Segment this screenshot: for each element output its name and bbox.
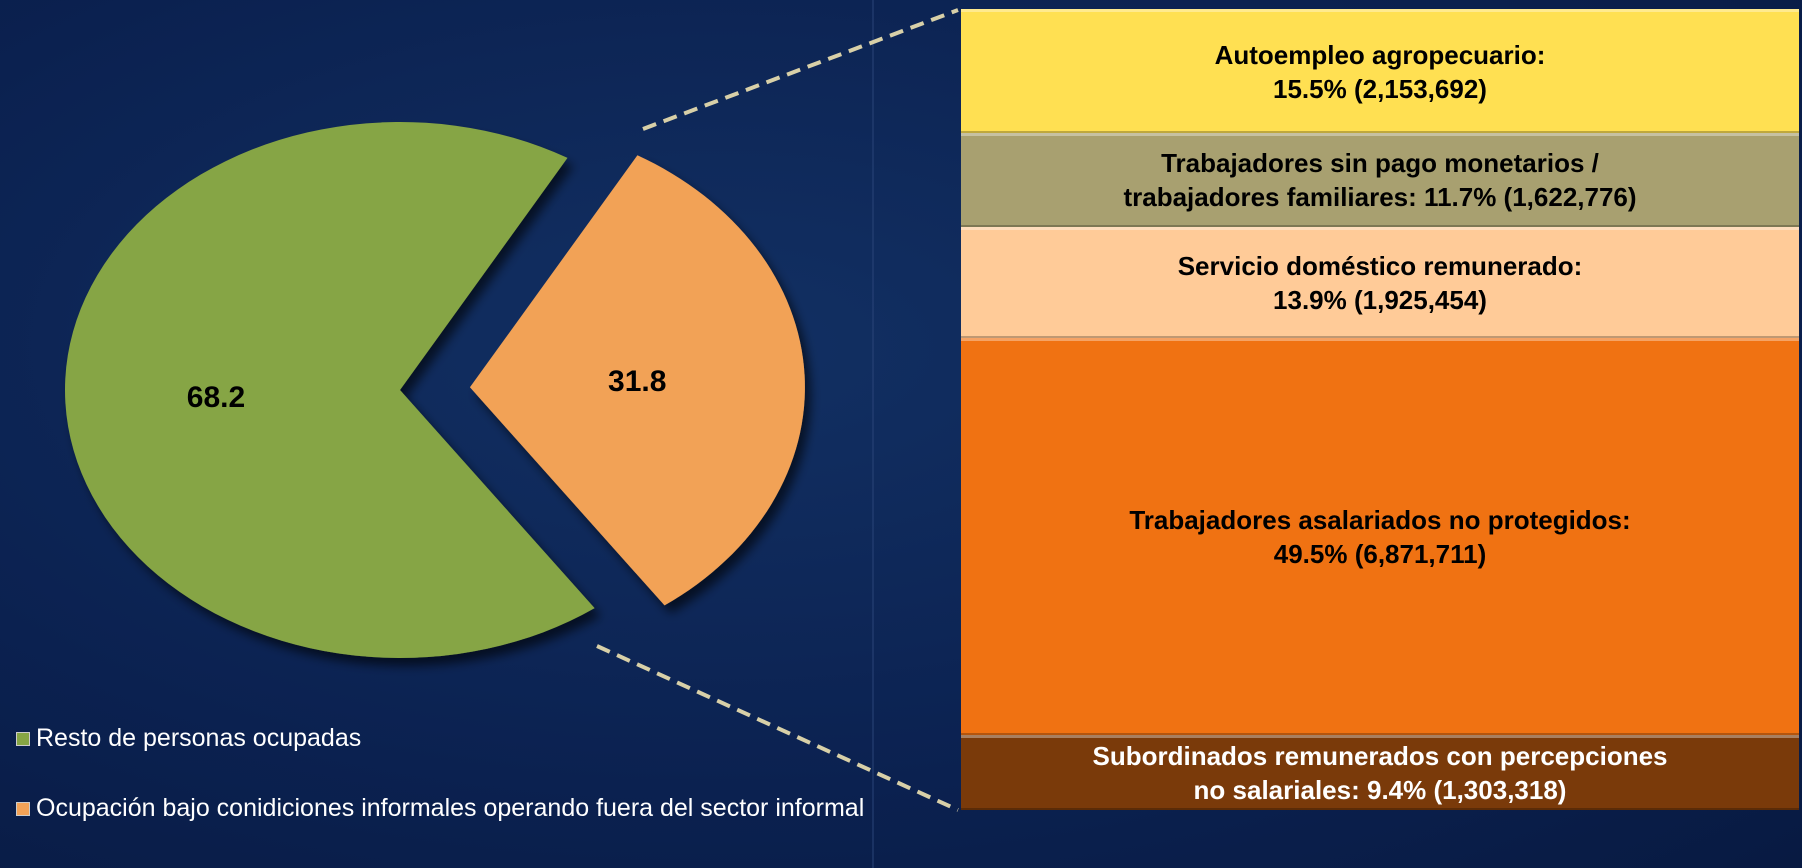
data-label: 15.5% (2,153,692) bbox=[1273, 73, 1487, 104]
legend-label: Resto de personas ocupadas bbox=[36, 724, 362, 752]
bar-segment: Trabajadores asalariados no protegidos: … bbox=[961, 338, 1799, 735]
segment-name: Trabajadores asalariados no protegidos: bbox=[1129, 504, 1631, 535]
legend-label: Ocupación bajo conidiciones informales o… bbox=[36, 794, 865, 822]
segment-label: Trabajadores asalariados no protegidos: … bbox=[1129, 503, 1630, 571]
bar-segment: Autoempleo agropecuario: 15.5% (2,153,69… bbox=[961, 9, 1799, 134]
legend: Resto de personas ocupadas Ocupación bajo… bbox=[12, 722, 892, 862]
legend-item: Resto de personas ocupadas bbox=[12, 722, 892, 754]
bar-segment: Servicio doméstico remunerado: 13.9% (1,… bbox=[961, 226, 1799, 339]
bar-segment: Trabajadores sin pago monetarios / traba… bbox=[961, 133, 1799, 227]
pie bbox=[64, 121, 805, 658]
connector bbox=[596, 644, 959, 812]
segment-name: Subordinados remunerados con percepcione… bbox=[1092, 740, 1668, 805]
pie-slice bbox=[64, 121, 595, 658]
connector bbox=[642, 8, 959, 131]
data-label: 11.7% (1,622,776) bbox=[1424, 182, 1637, 213]
segment-name: Trabajadores sin pago monetarios / traba… bbox=[1123, 148, 1599, 213]
segment-label: Subordinados remunerados con percepcione… bbox=[1080, 739, 1680, 807]
segment-label: Trabajadores sin pago monetarios / traba… bbox=[1080, 146, 1680, 214]
segment-label: Servicio doméstico remunerado: 13.9% (1,… bbox=[1178, 249, 1583, 317]
data-label: 13.9% (1,925,454) bbox=[1273, 285, 1487, 316]
segment-name: Autoempleo agropecuario: bbox=[1214, 39, 1546, 70]
pie-slice bbox=[469, 155, 805, 606]
legend-swatch bbox=[16, 732, 30, 746]
bar-segment: Subordinados remunerados con percepcione… bbox=[961, 734, 1799, 810]
data-label: 49.5% (6,871,711) bbox=[1273, 538, 1487, 569]
legend-item: Ocupación bajo conidiciones informales o… bbox=[12, 792, 892, 824]
segment-name: Servicio doméstico remunerado: bbox=[1177, 251, 1583, 282]
data-label: 31.8 bbox=[608, 365, 666, 398]
data-label: 9.4% (1,303,318) bbox=[1366, 774, 1567, 805]
legend-swatch bbox=[16, 802, 30, 816]
segment-label: Autoempleo agropecuario: 15.5% (2,153,69… bbox=[1215, 38, 1546, 106]
data-label: 68.2 bbox=[187, 381, 245, 414]
